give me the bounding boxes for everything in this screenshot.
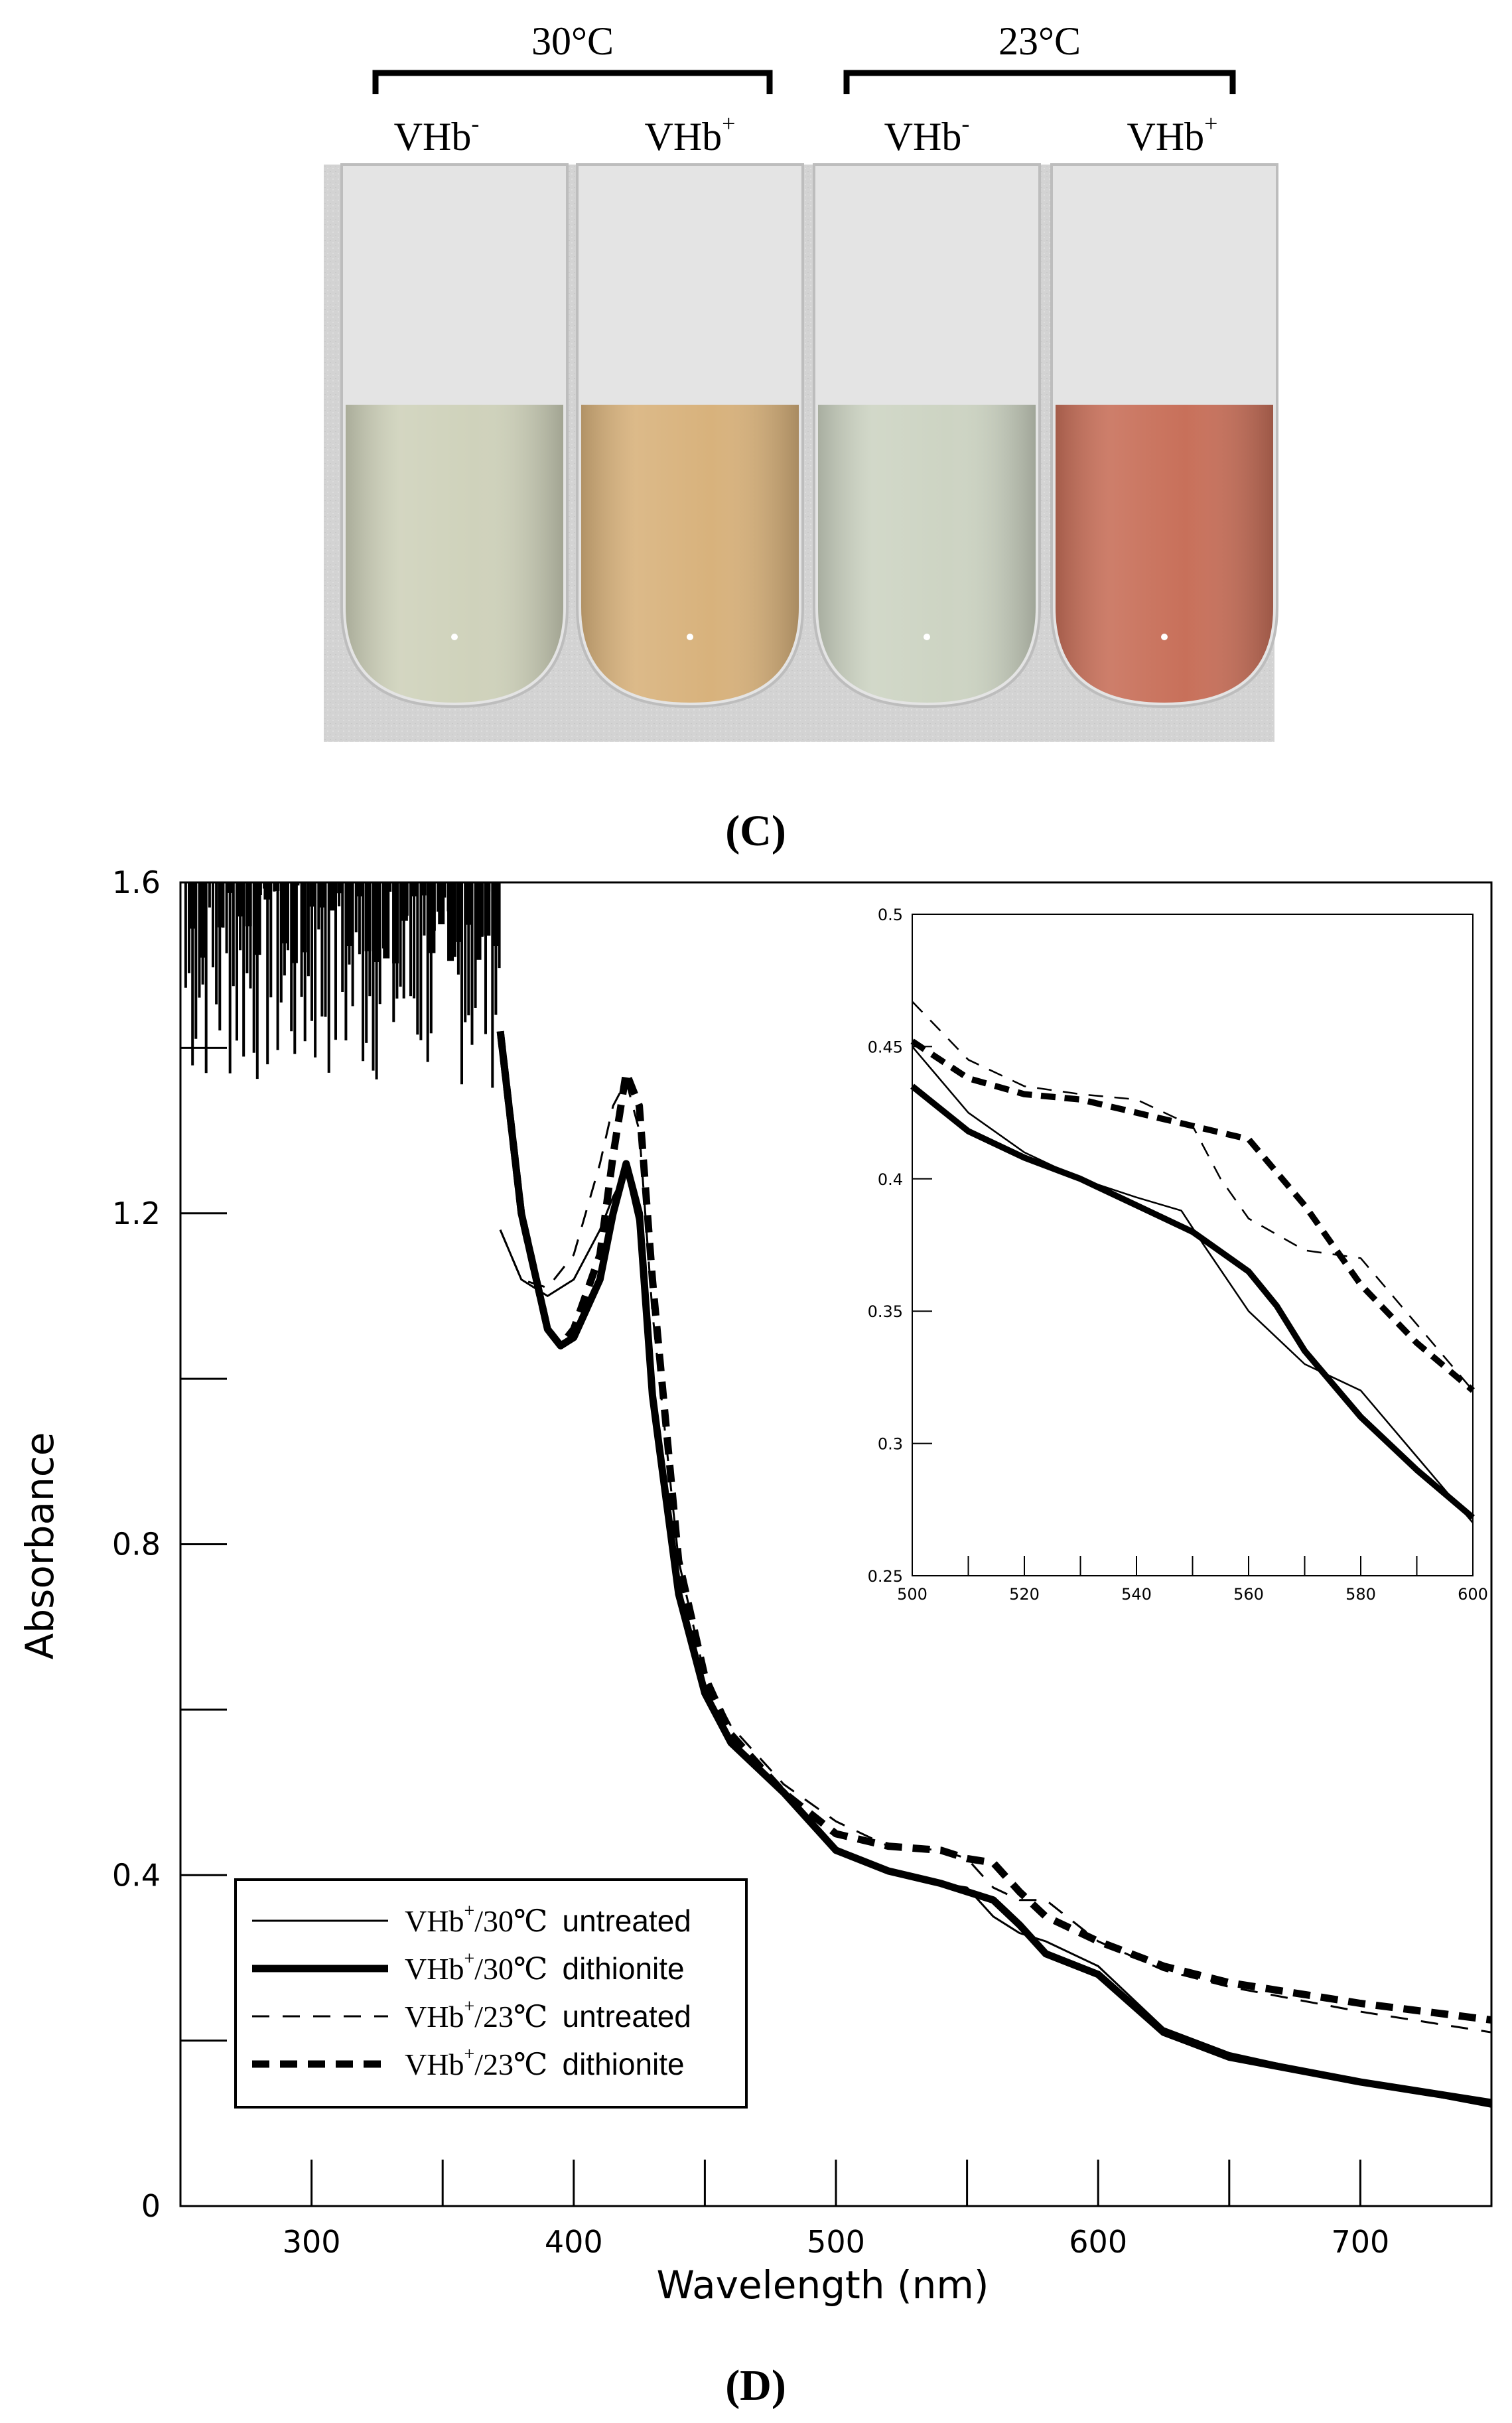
series-line-4: [496, 1030, 1492, 2024]
panel-d-chart: 300 400 500 600 700 0 0.4 0.8 1.2 1.6 500 520 540 56…: [17, 865, 1493, 2410]
tube-label-4-base: VHb: [1127, 115, 1205, 159]
inset-series-line-1: [912, 1046, 1474, 1524]
tube-glint: [451, 634, 458, 640]
tube-label-3-sup: -: [961, 110, 969, 137]
legend-entry-label: VHb+/23℃ untreated: [405, 1996, 691, 2034]
y-tick-label: 0: [141, 2188, 161, 2224]
legend-sup: +: [464, 2044, 474, 2065]
panel-d-label: (D): [725, 2361, 786, 2410]
inset-chart: 500 520 540 560 580 600 0.25 0.3 0.35 0.4 0.45 0.5: [868, 906, 1488, 1604]
bracket-23c: [843, 70, 1236, 94]
x-tick-label: 700: [1331, 2224, 1389, 2260]
legend-entry-label: VHb+/30℃ untreated: [405, 1901, 691, 1938]
legend-treatment: untreated: [563, 1904, 691, 1938]
tube-label-2-base: VHb: [645, 115, 722, 159]
inset-y-tick-label: 0.5: [878, 906, 903, 924]
inset-y-tick-label: 0.3: [878, 1435, 903, 1454]
tube-label-1-base: VHb: [394, 115, 472, 159]
inset-series-line-4: [910, 1038, 1476, 1393]
y-tick-label: 0.8: [112, 1527, 161, 1562]
x-axis-label: Wavelength (nm): [656, 2262, 989, 2308]
tube-label-4-sup: +: [1204, 110, 1217, 137]
main-series: [184, 882, 1492, 2108]
legend-base: VHb: [405, 2000, 464, 2034]
inset-frame: [912, 914, 1474, 1576]
legend-temp: /30℃: [474, 1904, 547, 1938]
legend-temp: /23℃: [474, 2047, 547, 2081]
legend-sup: +: [464, 1996, 474, 2017]
tube-label-2: VHb+: [645, 110, 736, 159]
tube-glint: [1161, 634, 1168, 640]
legend-entry-label: VHb+/30℃ dithionite: [405, 1949, 685, 1986]
legend-sup: +: [464, 1949, 474, 1969]
legend-base: VHb: [405, 2047, 464, 2081]
x-tick-label: 400: [545, 2224, 603, 2260]
y-tick-label: 1.2: [112, 1196, 161, 1231]
legend-temp: /23℃: [474, 2000, 547, 2034]
tube-glint: [687, 634, 693, 640]
inset-y-tick-label: 0.45: [868, 1038, 903, 1056]
inset-x-tick-label: 600: [1458, 1585, 1488, 1604]
tube-shading: [818, 405, 1036, 703]
legend-entry-label: VHb+/23℃ dithionite: [405, 2044, 685, 2081]
x-tick-label: 300: [283, 2224, 341, 2260]
legend-treatment: untreated: [563, 1999, 691, 2034]
tube-label-4: VHb+: [1127, 110, 1218, 159]
legend-treatment: dithionite: [563, 1951, 685, 1986]
tube-label-1: VHb-: [394, 110, 480, 159]
inset-x-tick-label: 540: [1121, 1585, 1152, 1604]
legend-treatment: dithionite: [563, 2047, 685, 2081]
inset-y-tick-label: 0.35: [868, 1302, 903, 1321]
legend-box: [234, 1878, 748, 2109]
tube-shading: [1056, 405, 1273, 703]
inset-x-tick-label: 560: [1233, 1585, 1264, 1604]
panel-c-label: (C): [725, 807, 786, 855]
x-tick-label: 600: [1069, 2224, 1127, 2260]
inset-y-tick-label: 0.25: [868, 1567, 903, 1586]
legend-sup: +: [464, 1901, 474, 1921]
temp-label-23c: 23°C: [998, 19, 1081, 63]
legend-base: VHb: [405, 1952, 464, 1986]
panel-c-photo: 30°C 23°C VHb- VHb+ VHb- VHb+ (C): [324, 19, 1278, 855]
y-tick-label: 0.4: [112, 1857, 161, 1893]
inset-x-tick-label: 580: [1345, 1585, 1376, 1604]
inset-x-tick-label: 500: [897, 1585, 928, 1604]
inset-series-line-3: [912, 1001, 1474, 1391]
y-tick-label: 1.6: [112, 865, 161, 900]
inset-x-tick-label: 520: [1009, 1585, 1040, 1604]
tube-label-1-sup: -: [471, 110, 479, 137]
x-tick-label: 500: [807, 2224, 865, 2260]
inset-series-line-2: [910, 1083, 1476, 1520]
tube-label-3-base: VHb: [884, 115, 962, 159]
tube-label-2-sup: +: [722, 110, 735, 137]
tube-shading: [346, 405, 563, 703]
legend-temp: /30℃: [474, 1952, 547, 1986]
bracket-30c: [372, 70, 773, 94]
main-axes: 300 400 500 600 700 0 0.4 0.8 1.2 1.6: [112, 865, 1493, 2260]
y-axis-label: Absorbance: [17, 1432, 62, 1660]
legend-base: VHb: [405, 1904, 464, 1938]
tube-label-3: VHb-: [884, 110, 970, 159]
inset-y-tick-label: 0.4: [878, 1170, 903, 1189]
series-line-3: [499, 1079, 1492, 2034]
group-brackets: [372, 70, 1236, 94]
tube-glint: [924, 634, 930, 640]
tube-shading: [581, 405, 799, 703]
temp-label-30c: 30°C: [531, 19, 614, 63]
